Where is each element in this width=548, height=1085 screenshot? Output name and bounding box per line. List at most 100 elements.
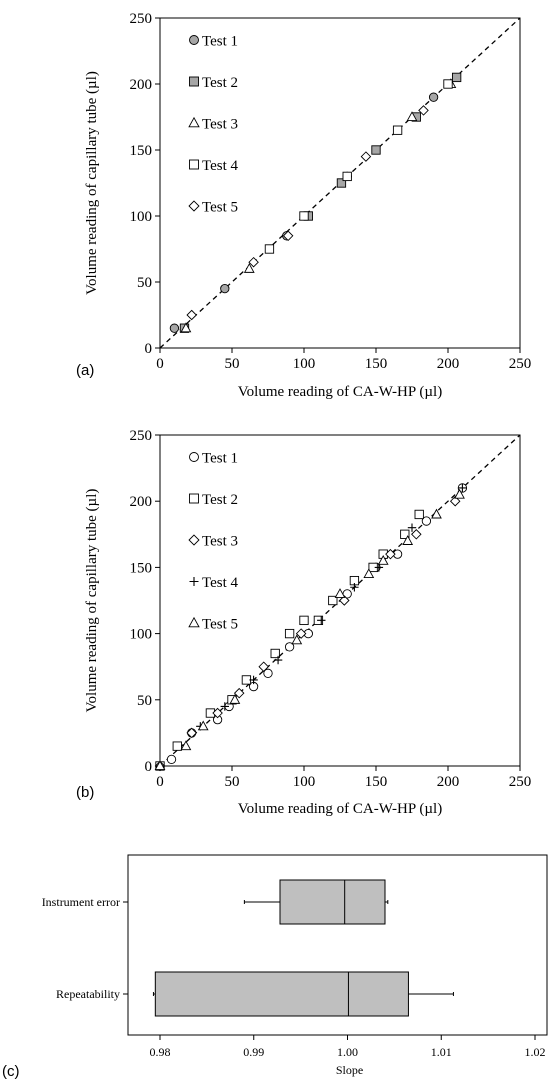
legend-marker: [189, 35, 199, 45]
data-point: [451, 72, 462, 83]
x-tick-label: 0: [156, 356, 164, 372]
data-point: [317, 616, 326, 625]
data-point: [243, 263, 255, 273]
legend-label: Test 5: [202, 617, 238, 633]
legend-label: Test 5: [202, 200, 238, 216]
data-point: [342, 171, 352, 182]
box-2: Repeatability: [56, 971, 454, 1017]
data-point: [385, 548, 396, 560]
data-point: [377, 555, 389, 565]
y-tick-label: 0: [145, 759, 153, 775]
data-point: [258, 661, 269, 672]
legend-marker: [189, 452, 199, 462]
panel-label: (a): [76, 362, 94, 379]
data-point: [454, 488, 465, 499]
data-point: [328, 595, 338, 606]
data-point: [180, 322, 192, 333]
y-tick-label: 100: [130, 209, 153, 225]
data-point: [350, 583, 359, 592]
panel-b: 0 50 100 150 200 250 0 50 100 150 200 250 Test 1 Test…: [76, 428, 531, 817]
panel-c: 0.98 0.99 1.00 1.01 1.02 Instrument error Repe…: [2, 854, 548, 1080]
data-point: [421, 516, 432, 526]
x-tick-label: 1.01: [431, 1045, 452, 1059]
panel-label: (b): [76, 784, 94, 801]
x-tick-label: 100: [293, 356, 316, 372]
y-tick-label: 250: [130, 11, 153, 27]
category-label: Instrument error: [42, 895, 120, 909]
legend-marker: [188, 116, 200, 128]
data-point: [334, 588, 346, 598]
data-point: [411, 529, 422, 540]
y-tick-label: 200: [130, 77, 153, 93]
x-tick-label: 150: [365, 356, 388, 372]
x-tick-label: 1.00: [337, 1045, 358, 1059]
legend-label: Test 4: [202, 575, 239, 591]
x-axis-label: Volume reading of CA-W-HP (µl): [238, 801, 442, 817]
series-4: [264, 79, 453, 254]
box-iqr: [154, 971, 409, 1017]
data-point: [249, 675, 258, 685]
data-point: [284, 642, 295, 652]
y-tick-label: 150: [130, 143, 153, 159]
data-point: [443, 79, 453, 89]
data-point: [273, 655, 283, 665]
legend-label: Test 2: [202, 492, 238, 508]
data-point: [402, 535, 414, 545]
data-point: [229, 694, 241, 704]
data-point: [220, 283, 230, 294]
x-axis-label: Slope: [336, 1063, 363, 1077]
legend-marker: [189, 577, 199, 586]
series-5: [154, 488, 465, 771]
x-tick-label: 250: [509, 774, 532, 790]
x-tick-label: 0.98: [150, 1045, 171, 1059]
data-point: [406, 111, 418, 122]
series-5: [186, 105, 429, 321]
legend-marker: [188, 616, 200, 628]
data-point: [212, 707, 223, 719]
y-tick-label: 200: [130, 494, 153, 510]
x-tick-label: 50: [225, 774, 240, 790]
category-label: Repeatability: [56, 987, 120, 1001]
data-point: [197, 720, 209, 731]
x-tick-label: 200: [437, 356, 460, 372]
data-point: [363, 568, 375, 579]
data-point: [166, 754, 177, 765]
box-1: Instrument error: [42, 879, 389, 925]
legend-label: Test 3: [202, 534, 238, 550]
data-point: [169, 323, 180, 333]
plot-frame: [159, 17, 521, 349]
data-point: [291, 634, 303, 645]
data-point: [407, 523, 417, 532]
data-point: [449, 495, 461, 507]
box-iqr: [279, 879, 386, 925]
legend-marker: [189, 76, 199, 87]
data-point: [270, 648, 280, 659]
legend-label: Test 4: [202, 158, 239, 174]
data-point: [400, 529, 410, 539]
legend-label: Test 1: [202, 451, 238, 467]
legend-marker: [189, 159, 199, 170]
legend-marker: [188, 534, 200, 546]
y-axis-label: Volume reading of capillary tube (µl): [84, 71, 100, 295]
data-point: [336, 178, 347, 188]
data-point: [282, 230, 294, 242]
data-point: [428, 92, 439, 102]
data-point: [299, 211, 309, 221]
x-tick-label: 100: [293, 774, 316, 790]
data-point: [299, 615, 309, 626]
legend-marker: [188, 200, 200, 212]
data-point: [241, 675, 252, 685]
data-point: [371, 145, 381, 155]
data-point: [458, 483, 467, 493]
plot-frame: [127, 854, 548, 1036]
x-tick-label: 1.02: [525, 1045, 546, 1059]
data-point: [360, 151, 372, 162]
x-tick-label: 50: [225, 356, 240, 372]
data-point: [284, 628, 295, 639]
x-tick-label: 250: [509, 356, 532, 372]
panel-label: (c): [2, 1063, 20, 1080]
data-point: [220, 702, 229, 711]
data-point: [172, 741, 182, 751]
y-tick-label: 150: [130, 560, 153, 576]
